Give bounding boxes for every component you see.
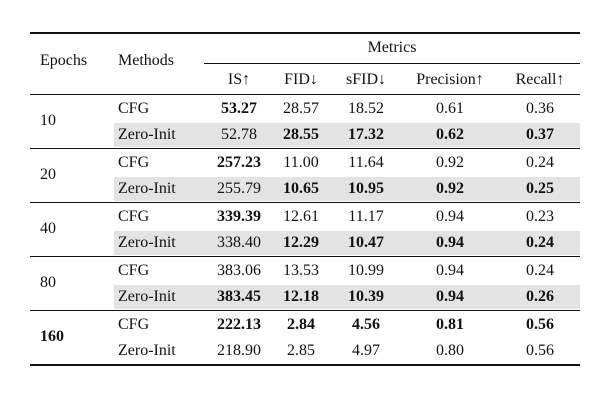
fid-value-cell: 13.53 xyxy=(283,262,319,279)
precision-value-cell: 0.94 xyxy=(436,234,464,251)
fid-value-cell: 11.00 xyxy=(283,154,319,171)
precision-value-cell: 0.61 xyxy=(436,100,464,117)
is-value-cell: 255.79 xyxy=(217,180,261,197)
fid-value-cell: 12.61 xyxy=(283,208,319,225)
is-value-cell: 383.06 xyxy=(217,262,261,279)
group-rule-1 xyxy=(30,148,580,149)
highlight-row-bg xyxy=(114,123,580,147)
epoch-cell: 160 xyxy=(40,328,64,345)
group-rule-2 xyxy=(30,202,580,203)
epochs-header: Epochs xyxy=(40,52,88,69)
is-value-cell: 53.27 xyxy=(221,100,257,117)
precision-value-cell: 0.94 xyxy=(436,262,464,279)
sfid-value-cell: 11.64 xyxy=(348,154,384,171)
recall-value-cell: 0.56 xyxy=(526,342,554,359)
epoch-cell: 20 xyxy=(40,166,56,183)
highlight-row-bg xyxy=(114,285,580,309)
sfid-value-cell: 10.47 xyxy=(348,234,384,251)
sfid-value-cell: 10.99 xyxy=(348,262,384,279)
recall-value-cell: 0.24 xyxy=(526,234,554,251)
precision-value-cell: 0.62 xyxy=(436,126,464,143)
fid-value-cell: 28.55 xyxy=(283,126,319,143)
precision-value-cell: 0.81 xyxy=(436,316,464,333)
precision-value-cell: 0.92 xyxy=(436,154,464,171)
fid-value-cell: 2.85 xyxy=(287,342,315,359)
is-value-cell: 383.45 xyxy=(217,288,261,305)
metrics-header: Metrics xyxy=(367,39,417,56)
fid-value-cell: 12.18 xyxy=(283,288,319,305)
sfid-value-cell: 10.39 xyxy=(348,288,384,305)
sfid-value-cell: 4.56 xyxy=(352,316,380,333)
recall-value-cell: 0.56 xyxy=(526,316,554,333)
group-rule-3 xyxy=(30,256,580,257)
col-header-fid: FID↓ xyxy=(284,71,318,88)
precision-value-cell: 0.92 xyxy=(436,180,464,197)
epoch-cell: 40 xyxy=(40,220,56,237)
is-value-cell: 222.13 xyxy=(217,316,261,333)
bottom-rule xyxy=(30,364,580,366)
method-cell: CFG xyxy=(118,100,150,117)
precision-value-cell: 0.80 xyxy=(436,342,464,359)
sfid-value-cell: 10.95 xyxy=(348,180,384,197)
methods-header: Methods xyxy=(118,52,174,69)
top-rule xyxy=(30,32,580,34)
method-cell: Zero-Init xyxy=(118,234,176,251)
recall-value-cell: 0.24 xyxy=(526,154,554,171)
recall-value-cell: 0.26 xyxy=(526,288,554,305)
recall-value-cell: 0.23 xyxy=(526,208,554,225)
col-header-recall: Recall↑ xyxy=(515,71,565,88)
recall-value-cell: 0.24 xyxy=(526,262,554,279)
metrics-cmidrule xyxy=(204,63,580,64)
is-value-cell: 52.78 xyxy=(221,126,257,143)
fid-value-cell: 10.65 xyxy=(283,180,319,197)
recall-value-cell: 0.25 xyxy=(526,180,554,197)
method-cell: CFG xyxy=(118,154,150,171)
is-value-cell: 218.90 xyxy=(217,342,261,359)
group-rule-4 xyxy=(30,310,580,311)
is-value-cell: 339.39 xyxy=(217,208,261,225)
method-cell: CFG xyxy=(118,262,150,279)
col-header-precision: Precision↑ xyxy=(416,71,484,88)
precision-value-cell: 0.94 xyxy=(436,288,464,305)
precision-value-cell: 0.94 xyxy=(436,208,464,225)
sfid-value-cell: 11.17 xyxy=(348,208,384,225)
method-cell: CFG xyxy=(118,316,150,333)
is-value-cell: 338.40 xyxy=(217,234,261,251)
fid-value-cell: 2.84 xyxy=(287,316,315,333)
epoch-cell: 10 xyxy=(40,112,56,129)
recall-value-cell: 0.36 xyxy=(526,100,554,117)
col-header-sfid: sFID↓ xyxy=(345,71,386,88)
header-rule xyxy=(30,94,580,95)
method-cell: Zero-Init xyxy=(118,288,176,305)
epoch-cell: 80 xyxy=(40,274,56,291)
is-value-cell: 257.23 xyxy=(217,154,261,171)
recall-value-cell: 0.37 xyxy=(526,126,554,143)
method-cell: Zero-Init xyxy=(118,342,176,359)
col-header-is: IS↑ xyxy=(227,71,251,88)
fid-value-cell: 12.29 xyxy=(283,234,319,251)
method-cell: CFG xyxy=(118,208,150,225)
sfid-value-cell: 18.52 xyxy=(348,100,384,117)
fid-value-cell: 28.57 xyxy=(283,100,319,117)
highlight-row-bg xyxy=(114,231,580,255)
method-cell: Zero-Init xyxy=(118,180,176,197)
method-cell: Zero-Init xyxy=(118,126,176,143)
highlight-row-bg xyxy=(114,177,580,201)
sfid-value-cell: 4.97 xyxy=(352,342,380,359)
sfid-value-cell: 17.32 xyxy=(348,126,384,143)
